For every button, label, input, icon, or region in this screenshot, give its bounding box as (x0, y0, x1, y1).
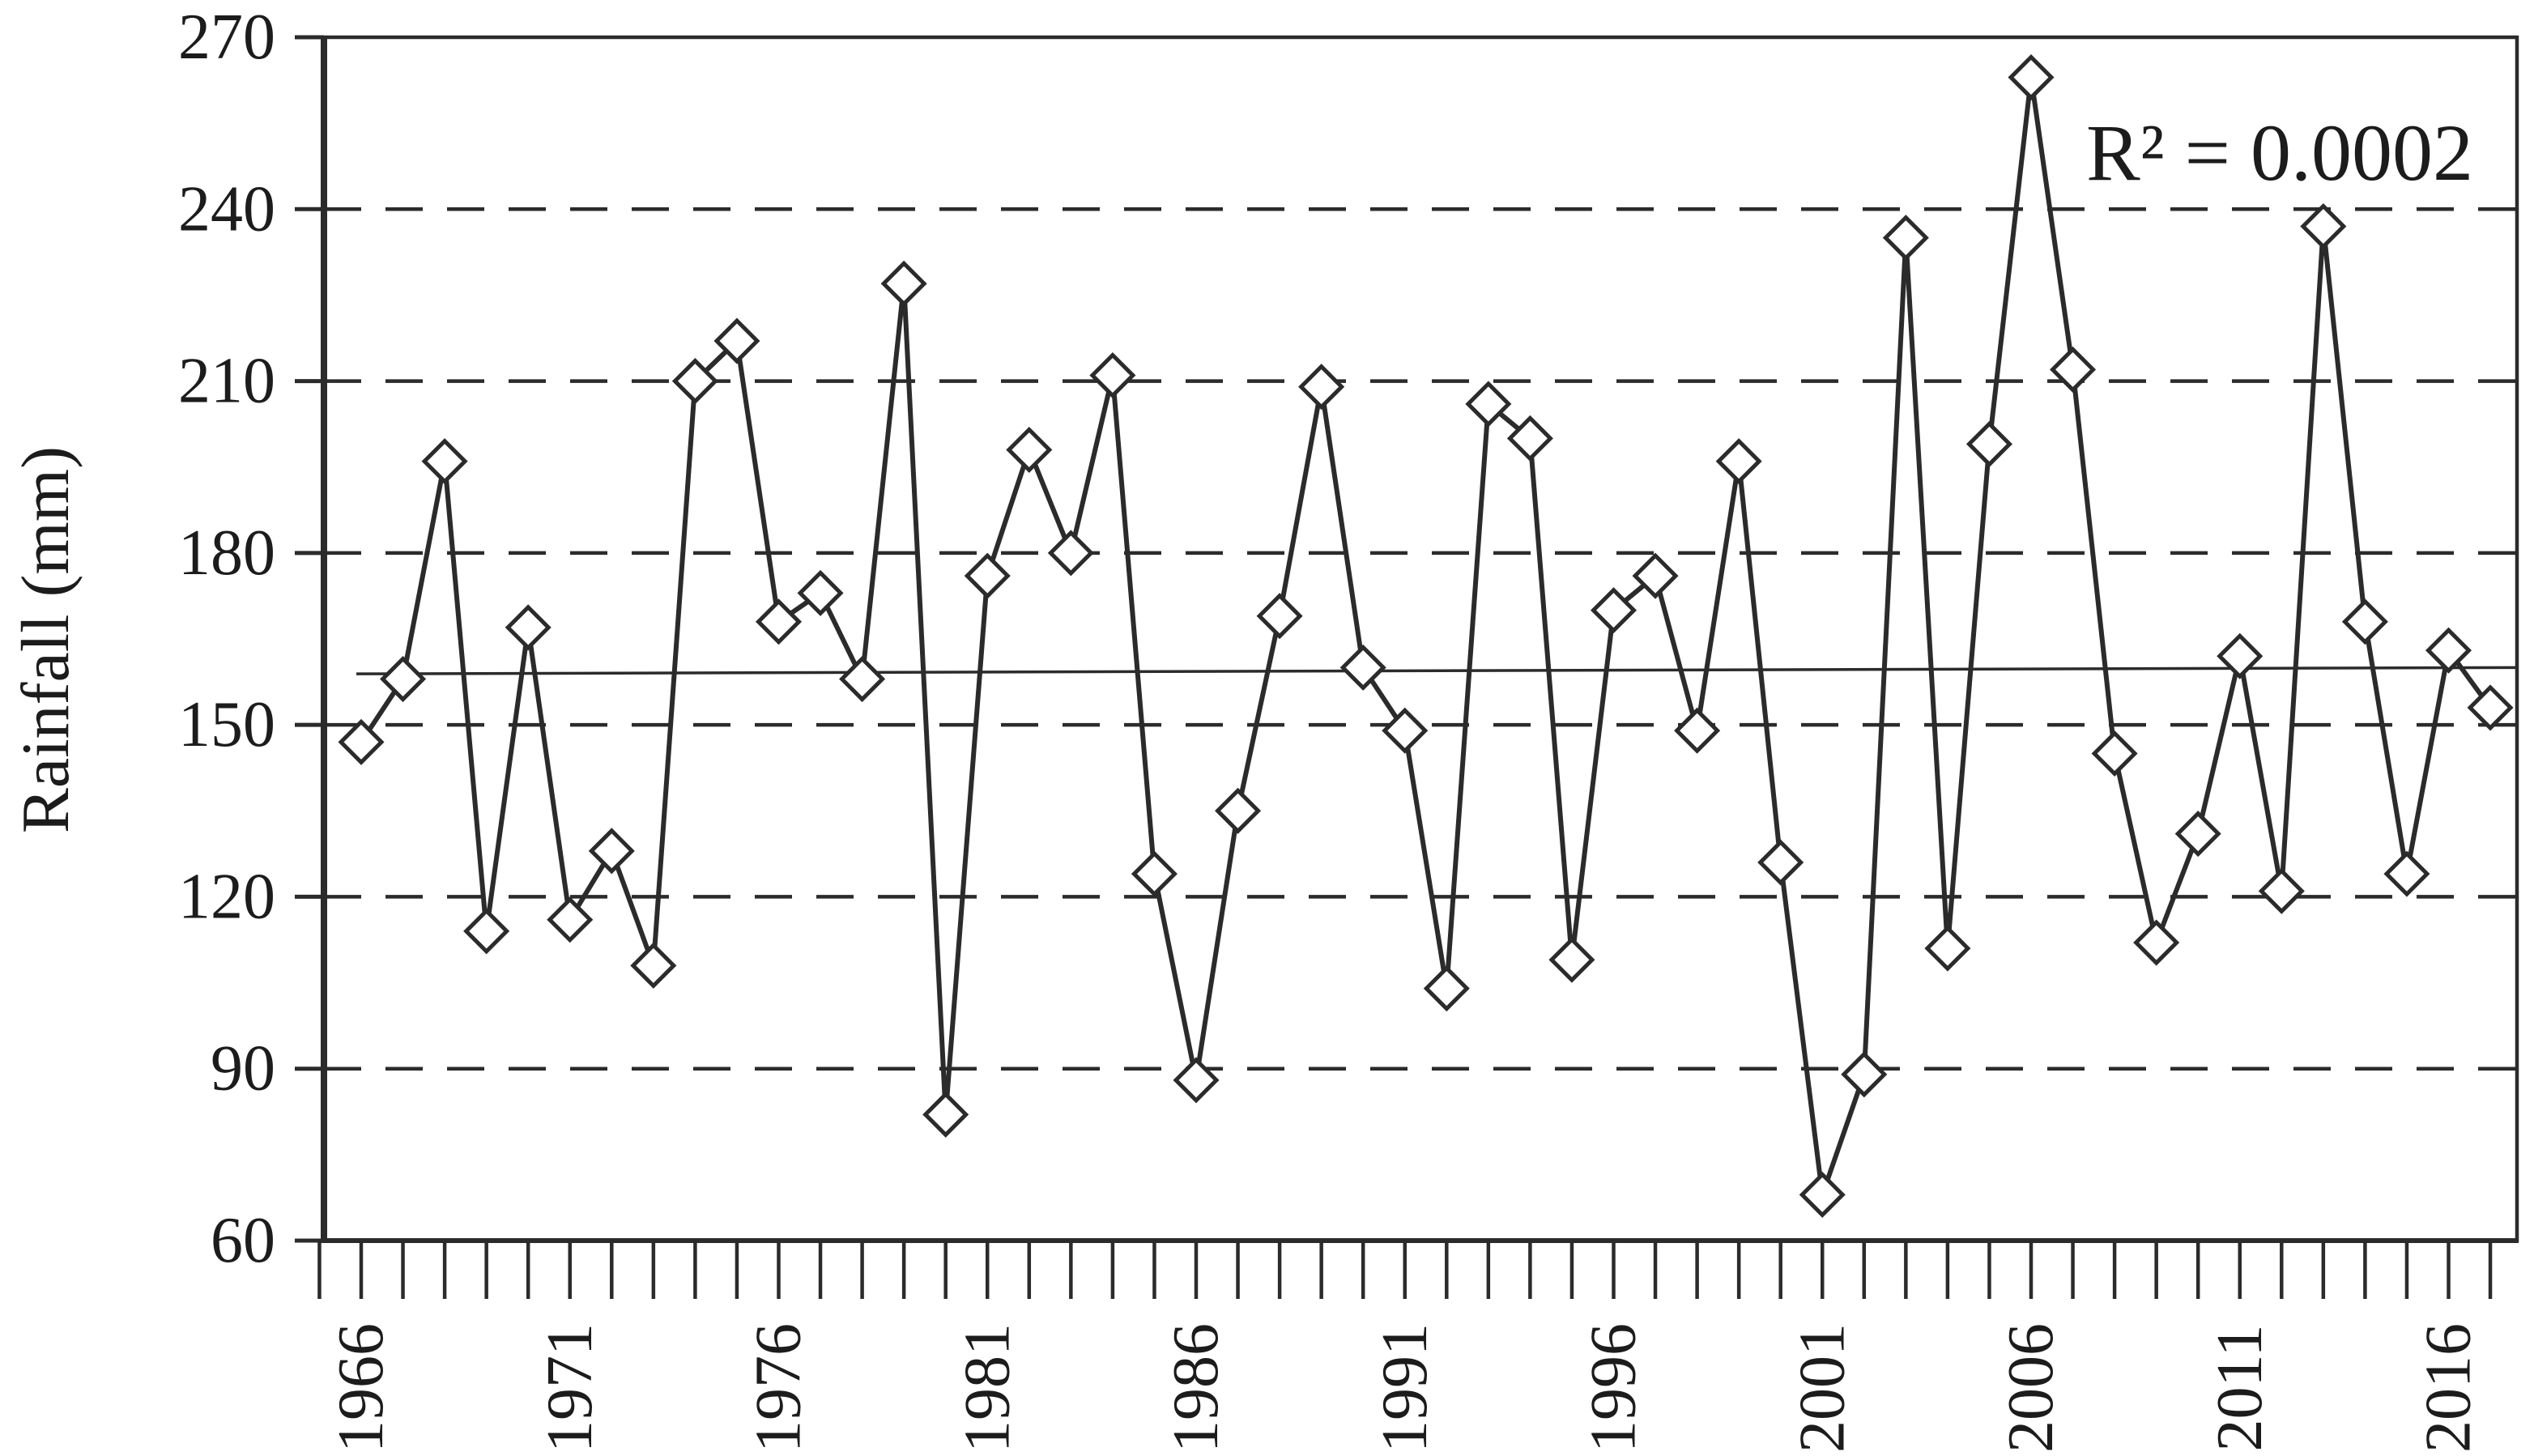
x-tick-label: 1971 (534, 1323, 606, 1453)
data-point (1256, 593, 1303, 640)
data-point (1548, 936, 1595, 983)
data-point (2217, 632, 2264, 679)
data-point (588, 828, 635, 875)
x-tick-label: 2016 (2413, 1323, 2485, 1453)
data-point (1715, 438, 1762, 485)
plot-area: 60 90 120 150 180 210 240 270 1966 1971 1976 1981 19… (178, 2, 2519, 1453)
x-tick-label: 1991 (1369, 1323, 1441, 1453)
rainfall-series-line (359, 75, 2493, 1198)
data-point (2383, 850, 2430, 897)
y-tick-label: 60 (211, 1205, 275, 1276)
data-point (713, 317, 760, 364)
data-point (1047, 530, 1094, 577)
data-point (2341, 598, 2388, 645)
data-point (338, 718, 385, 765)
data-point (1298, 364, 1345, 411)
x-tick-label: 2001 (1787, 1323, 1858, 1453)
x-tick-label: 2006 (1995, 1323, 2067, 1453)
data-point (547, 896, 594, 943)
data-point (2133, 919, 2180, 966)
x-tick-label: 1966 (326, 1323, 397, 1453)
data-point (1339, 644, 1386, 691)
y-tick-label: 210 (178, 346, 275, 417)
y-tick-label: 90 (211, 1033, 275, 1105)
data-point (1382, 707, 1429, 754)
data-point (463, 908, 510, 955)
data-point (1423, 965, 1470, 1012)
data-point (2050, 346, 2097, 393)
r-squared-annotation: R² = 0.0002 (2086, 108, 2473, 198)
y-axis-title: Rainfall (mm) (8, 446, 83, 833)
data-point (1965, 420, 2012, 467)
y-tick-label: 270 (178, 2, 275, 73)
y-tick-label: 240 (178, 173, 275, 245)
data-point (1465, 381, 1512, 428)
data-point (1924, 925, 1971, 972)
data-point (1590, 587, 1638, 634)
data-point (1215, 787, 1262, 834)
data-point (1841, 1051, 1888, 1098)
data-point (1674, 707, 1721, 754)
x-tick-label: 1986 (1161, 1323, 1232, 1453)
plot-border (322, 35, 2519, 1243)
data-point (1089, 351, 1136, 399)
data-point (755, 598, 803, 645)
data-point (1757, 839, 1804, 886)
data-point (1173, 1057, 1220, 1104)
data-point (1506, 415, 1553, 462)
data-point (2258, 867, 2305, 914)
data-point (380, 655, 427, 703)
data-point (1632, 552, 1679, 599)
data-point (1006, 426, 1053, 474)
data-point (922, 1091, 969, 1138)
data-point (2174, 811, 2221, 858)
data-point (2091, 730, 2138, 777)
x-tick-label: 2011 (2204, 1324, 2276, 1451)
data-point (421, 438, 468, 485)
data-point (964, 552, 1011, 599)
data-point (2008, 53, 2055, 101)
data-point (630, 942, 677, 989)
data-point (2300, 202, 2347, 250)
data-point (1882, 215, 1929, 262)
y-tick-label: 120 (178, 861, 275, 932)
data-point (797, 569, 844, 616)
data-point (2467, 684, 2514, 731)
trend-line (356, 666, 2518, 675)
y-tick-label: 180 (178, 517, 275, 589)
x-tick-label: 1976 (743, 1323, 815, 1453)
data-point (505, 604, 552, 651)
data-point (2425, 627, 2472, 674)
data-point (671, 358, 718, 405)
x-tick-label: 1996 (1578, 1323, 1650, 1453)
data-point (1799, 1171, 1846, 1218)
x-tick-label: 1981 (952, 1323, 1023, 1453)
data-point (839, 655, 886, 703)
y-tick-label: 150 (178, 689, 275, 760)
data-point (880, 260, 927, 307)
data-point (1131, 850, 1178, 897)
